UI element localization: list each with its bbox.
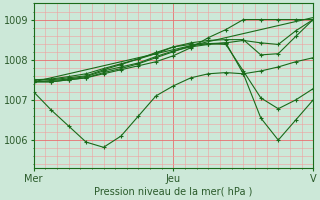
X-axis label: Pression niveau de la mer( hPa ): Pression niveau de la mer( hPa ) (94, 187, 252, 197)
